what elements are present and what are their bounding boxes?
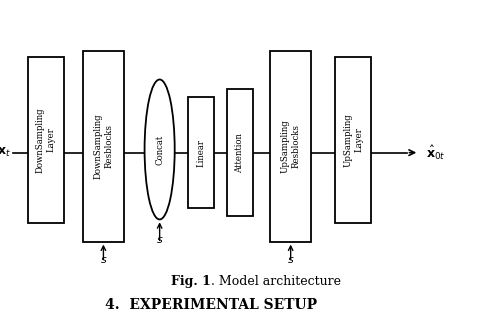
Bar [188, 97, 214, 208]
Ellipse shape [144, 80, 174, 219]
Bar [335, 57, 371, 223]
Bar [83, 51, 124, 242]
Text: DownSampling
Resblocks: DownSampling Resblocks [94, 114, 113, 179]
Text: $s$: $s$ [99, 255, 107, 265]
Text: UpSampling
Resblocks: UpSampling Resblocks [281, 119, 300, 173]
Text: $s$: $s$ [155, 236, 163, 245]
Text: . Model architecture: . Model architecture [210, 275, 340, 288]
Text: $\hat{\mathbf{x}}_{0t}$: $\hat{\mathbf{x}}_{0t}$ [425, 143, 444, 162]
Text: Concat: Concat [155, 134, 164, 165]
Text: Linear: Linear [196, 139, 205, 167]
Text: Fig. 1: Fig. 1 [171, 275, 210, 288]
Text: DownSampling
Layer: DownSampling Layer [36, 107, 55, 173]
Text: $\mathbf{x}_t$: $\mathbf{x}_t$ [0, 146, 11, 159]
Text: Attention: Attention [235, 133, 244, 173]
Bar [226, 89, 253, 216]
Bar [28, 57, 64, 223]
Bar [270, 51, 311, 242]
Text: UpSampling
Layer: UpSampling Layer [343, 113, 362, 167]
Text: 4.  EXPERIMENTAL SETUP: 4. EXPERIMENTAL SETUP [105, 298, 316, 312]
Text: $s$: $s$ [286, 255, 294, 265]
